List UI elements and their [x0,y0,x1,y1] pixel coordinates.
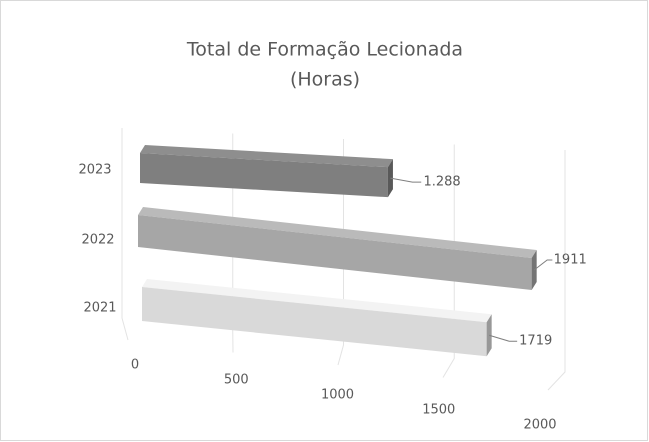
bar-top [142,279,492,323]
data-label: 1719 [519,334,552,349]
bar-top [138,207,537,258]
x-tick-label: 500 [224,373,249,388]
x-tick-label: 1000 [321,388,354,403]
y-tick-label: 2023 [78,163,111,178]
chart-subtitle: (Horas) [290,69,360,91]
leader-line [489,334,518,342]
bar-top [140,145,393,168]
bar-front [138,215,532,290]
bar [142,279,492,357]
y-tick-label: 2021 [83,301,116,316]
grid-line [442,144,455,378]
x-tick-label: 0 [131,358,139,373]
x-tick-label: 2000 [523,418,556,433]
bar [140,145,393,198]
bar [138,207,537,290]
y-tick-label: 2022 [81,233,114,248]
bar-front [142,287,487,357]
bar-front [140,153,388,198]
grid-line [121,128,129,341]
data-label: 1.288 [423,175,460,190]
grid-line [337,139,344,366]
leader-line [390,177,422,183]
leader-line [533,259,553,271]
chart-title: Total de Formação Lecionada [186,39,463,61]
data-label: 1911 [554,252,587,267]
grid-line [547,150,566,391]
x-tick-label: 1500 [422,403,455,418]
